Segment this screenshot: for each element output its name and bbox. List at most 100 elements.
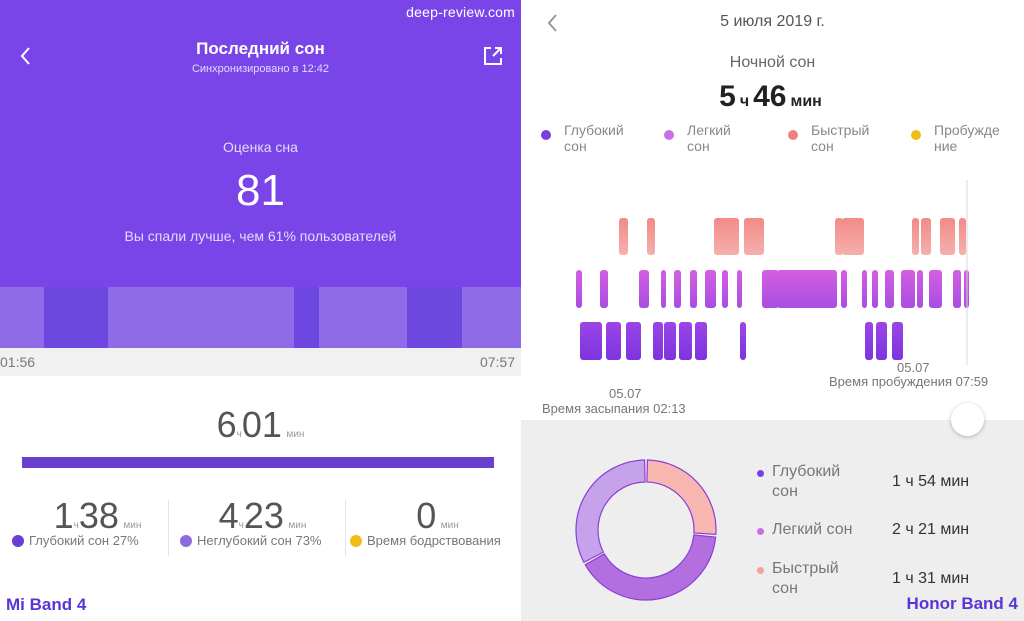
legend-dot — [664, 130, 674, 140]
night-sleep-label: Ночной сон — [729, 54, 816, 71]
stage-name-line1: Глубокий — [772, 463, 841, 480]
hypnogram-block-light — [674, 270, 681, 308]
stage-value: 1 ч 54 мин — [892, 473, 970, 490]
light-hours-unit: ч — [238, 520, 244, 531]
deep-hours-unit: ч — [73, 520, 79, 531]
hypnogram-block-light — [639, 270, 649, 308]
stage-segment — [294, 287, 319, 348]
legend-dot — [788, 130, 798, 140]
sleep-start-time: 01:56 — [0, 354, 36, 370]
deep-sleep-dot — [12, 535, 24, 547]
sync-status: Синхронизировано в 12:42 — [191, 63, 330, 75]
time-axis — [0, 348, 521, 376]
stage-segment — [407, 287, 462, 348]
deep-sleep-label: Глубокий сон 27% — [29, 533, 139, 548]
deep-sleep-label-row: Глубокий сон 27% — [12, 533, 139, 548]
hypnogram-block-light — [872, 270, 878, 308]
hypnogram-block-light — [661, 270, 666, 308]
hypnogram-block-rem — [921, 218, 931, 255]
sleep-hypnogram[interactable] — [521, 0, 1024, 400]
legend-deep: Глубокий сон — [541, 122, 636, 154]
hypnogram-block-light — [953, 270, 961, 308]
sleep-date: 5 июля 2019 г. — [720, 13, 825, 30]
stage-name: Глубокий сон — [772, 462, 892, 502]
awake-stat: 0 мин — [370, 495, 505, 537]
hypnogram-block-light — [576, 270, 582, 308]
hypnogram-block-light — [722, 270, 728, 308]
sleep-score-comparison: Вы спали лучше, чем 61% пользователей — [124, 228, 397, 244]
total-minutes-unit: мин — [286, 429, 305, 440]
sleep-score-label: Оценка сна — [223, 139, 298, 155]
awake-minutes-unit: мин — [440, 520, 459, 531]
duration-minutes: 46 — [753, 80, 787, 113]
awake-label-row: Время бодрствования — [350, 533, 501, 548]
sleep-score-header — [0, 0, 521, 290]
hypnogram-block-light — [901, 270, 915, 308]
legend-dot — [911, 130, 921, 140]
hypnogram-block-rem — [835, 218, 843, 255]
light-sleep-label-row: Неглубокий сон 73% — [180, 533, 322, 548]
legend-rem: Быстрый сон — [788, 122, 883, 154]
honor-band-panel: 5 июля 2019 г. Ночной сон 5 ч 46 мин Глубок… — [521, 0, 1024, 621]
stage-dot — [757, 470, 764, 477]
stage-segment — [44, 287, 108, 348]
hypnogram-block-light — [705, 270, 716, 308]
divider — [168, 500, 169, 556]
timeline-slider-knob[interactable] — [951, 403, 984, 436]
legend-label-line2: ние — [934, 138, 958, 154]
chevron-left-icon — [20, 47, 30, 65]
stage-segment — [0, 287, 44, 348]
deep-sleep-stat: 1ч38 мин — [30, 495, 165, 537]
donut-slice-light — [584, 534, 717, 601]
hypnogram-block-rem — [744, 218, 764, 255]
back-button[interactable] — [543, 12, 563, 34]
hypnogram-blocks — [576, 218, 969, 360]
hypnogram-block-deep — [606, 322, 621, 360]
hypnogram-block-light — [841, 270, 847, 308]
stage-segment — [462, 287, 521, 348]
hypnogram-block-rem — [842, 218, 864, 255]
light-sleep-label: Неглубокий сон 73% — [197, 533, 322, 548]
mi-band-panel: deep-review.com Последний сон Синхронизи… — [0, 0, 521, 614]
legend-label-line1: Легкий — [687, 122, 731, 138]
duration-hours-unit: ч — [739, 93, 750, 110]
share-button[interactable] — [481, 44, 505, 68]
stage-summary-panel — [521, 420, 1024, 621]
awake-dot — [350, 535, 362, 547]
hypnogram-block-light — [917, 270, 923, 308]
back-button[interactable] — [14, 44, 38, 68]
total-hours: 6 — [216, 404, 237, 445]
hypnogram-block-light — [690, 270, 697, 308]
device-label-honor-band: Honor Band 4 — [906, 594, 1018, 613]
deep-minutes: 38 — [78, 495, 119, 536]
device-label-mi-band: Mi Band 4 — [6, 595, 87, 614]
hypnogram-block-light — [737, 270, 742, 308]
page-title: Последний сон — [196, 39, 325, 58]
light-hours: 4 — [218, 495, 239, 536]
hypnogram-block-deep — [865, 322, 873, 360]
wake-time-label: Время пробуждения 07:59 — [829, 374, 989, 389]
legend-label-line1: Пробужде — [934, 122, 1000, 138]
legend-label-line2: сон — [687, 138, 710, 154]
donut-slice-rem — [646, 459, 717, 535]
share-icon — [484, 47, 502, 65]
donut-slices — [575, 459, 717, 601]
awake-label: Время бодрствования — [367, 533, 501, 548]
stage-segment — [108, 287, 294, 348]
stage-value: 1 ч 31 мин — [892, 570, 970, 587]
duration-hours: 5 — [719, 80, 736, 113]
light-minutes: 23 — [243, 495, 284, 536]
hypnogram-block-deep — [695, 322, 707, 360]
hypnogram-block-deep — [876, 322, 887, 360]
hypnogram-block-light — [600, 270, 608, 308]
hypnogram-block-deep — [740, 322, 746, 360]
sleep-start-date: 05.07 — [609, 386, 642, 401]
deep-minutes-unit: мин — [123, 520, 142, 531]
hypnogram-block-deep — [653, 322, 663, 360]
wake-date: 05.07 — [897, 360, 930, 375]
stage-name: Легкий сон — [772, 521, 853, 538]
duration-minutes-unit: мин — [790, 93, 822, 110]
sleep-stage-timeline[interactable] — [0, 287, 521, 348]
stage-segment — [319, 287, 407, 348]
stage-name: Быстрый сон — [772, 559, 892, 599]
